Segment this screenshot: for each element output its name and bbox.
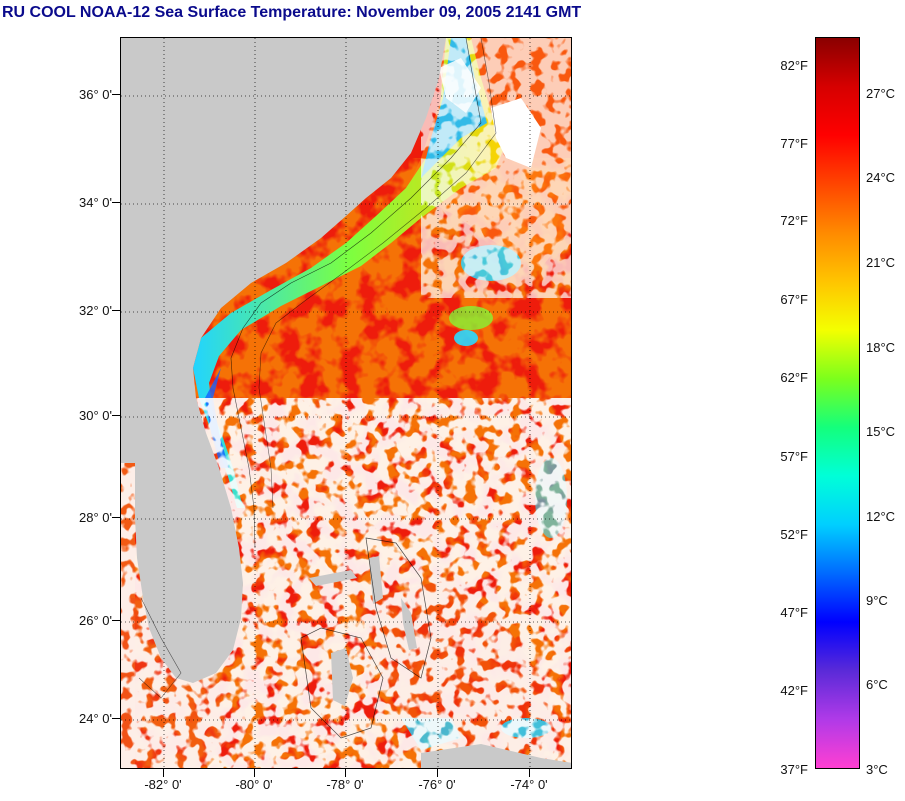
lat-tick-mark: [112, 415, 120, 416]
colorbar-celsius-label: 6°C: [866, 677, 888, 692]
cuba-coast: [421, 744, 571, 768]
lat-tick-mark: [112, 620, 120, 621]
lat-label: 24° 0': [79, 711, 112, 726]
sst-map: [120, 37, 572, 769]
temperature-colorbar: [815, 37, 860, 769]
lon-label: -74° 0': [510, 777, 548, 792]
lat-tick-mark: [112, 718, 120, 719]
lon-label: -78° 0': [326, 777, 364, 792]
lat-label: 32° 0': [79, 303, 112, 318]
colorbar-celsius-label: 21°C: [866, 255, 896, 270]
colorbar-fahrenheit-label: 52°F: [780, 527, 808, 542]
colorbar-celsius-label: 24°C: [866, 170, 896, 185]
colorbar-fahrenheit-label: 62°F: [780, 370, 808, 385]
colorbar-fahrenheit-label: 47°F: [780, 605, 808, 620]
lat-label: 26° 0': [79, 613, 112, 628]
colorbar-celsius-label: 27°C: [866, 86, 896, 101]
colorbar-celsius-label: 18°C: [866, 340, 896, 355]
lon-label: -76° 0': [418, 777, 456, 792]
lon-label: -82° 0': [144, 777, 182, 792]
lon-label: -80° 0': [235, 777, 273, 792]
sst-map-svg: [121, 38, 571, 768]
andros-island: [331, 648, 353, 706]
us-east-coast-land: [121, 38, 446, 683]
eleuthera-island: [401, 598, 417, 650]
colorbar-fahrenheit-label: 37°F: [780, 762, 808, 777]
colorbar-fahrenheit-label: 77°F: [780, 136, 808, 151]
colorbar-celsius-label: 12°C: [866, 509, 896, 524]
lon-tick-mark: [529, 769, 530, 777]
lat-label: 30° 0': [79, 408, 112, 423]
lat-tick-mark: [112, 202, 120, 203]
abaco-island: [369, 556, 383, 604]
colorbar-fahrenheit-label: 42°F: [780, 683, 808, 698]
colorbar-fahrenheit-label: 72°F: [780, 213, 808, 228]
lon-tick-mark: [163, 769, 164, 777]
grand-bahama-island: [309, 570, 357, 586]
lat-tick-mark: [112, 94, 120, 95]
lat-label: 34° 0': [79, 195, 112, 210]
colorbar-fahrenheit-label: 82°F: [780, 58, 808, 73]
lat-tick-mark: [112, 517, 120, 518]
lon-tick-mark: [254, 769, 255, 777]
colorbar-celsius-label: 15°C: [866, 424, 896, 439]
lat-label: 36° 0': [79, 87, 112, 102]
latitude-gridlines: [121, 95, 571, 721]
depth-contour-1000m: [258, 38, 497, 509]
lat-tick-mark: [112, 310, 120, 311]
colorbar-celsius-label: 3°C: [866, 762, 888, 777]
colorbar-celsius-label: 9°C: [866, 593, 888, 608]
map-title: RU COOL NOAA-12 Sea Surface Temperature:…: [2, 4, 582, 21]
colorbar-fahrenheit-label: 67°F: [780, 292, 808, 307]
depth-contour-200m: [230, 38, 482, 549]
lat-label: 28° 0': [79, 510, 112, 525]
lon-tick-mark: [437, 769, 438, 777]
colorbar-fahrenheit-label: 57°F: [780, 449, 808, 464]
lon-tick-mark: [345, 769, 346, 777]
